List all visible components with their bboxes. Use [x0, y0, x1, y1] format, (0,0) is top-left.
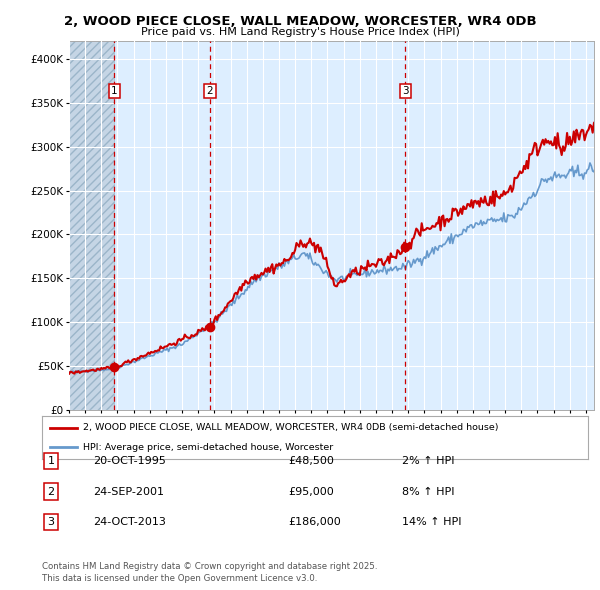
Text: 2, WOOD PIECE CLOSE, WALL MEADOW, WORCESTER, WR4 0DB: 2, WOOD PIECE CLOSE, WALL MEADOW, WORCES…: [64, 15, 536, 28]
Text: £186,000: £186,000: [288, 517, 341, 527]
Text: 2, WOOD PIECE CLOSE, WALL MEADOW, WORCESTER, WR4 0DB (semi-detached house): 2, WOOD PIECE CLOSE, WALL MEADOW, WORCES…: [83, 423, 499, 432]
Text: 1: 1: [111, 86, 118, 96]
Text: 8% ↑ HPI: 8% ↑ HPI: [402, 487, 455, 497]
Text: 2% ↑ HPI: 2% ↑ HPI: [402, 456, 455, 466]
Bar: [69, 41, 114, 410]
Text: 14% ↑ HPI: 14% ↑ HPI: [402, 517, 461, 527]
Text: £48,500: £48,500: [288, 456, 334, 466]
Text: 2: 2: [47, 487, 55, 497]
Text: 3: 3: [47, 517, 55, 527]
Text: 3: 3: [402, 86, 409, 96]
Text: Price paid vs. HM Land Registry's House Price Index (HPI): Price paid vs. HM Land Registry's House …: [140, 27, 460, 37]
Text: 1: 1: [47, 456, 55, 466]
Text: 24-OCT-2013: 24-OCT-2013: [93, 517, 166, 527]
Text: £95,000: £95,000: [288, 487, 334, 497]
Text: 2: 2: [207, 86, 214, 96]
Text: HPI: Average price, semi-detached house, Worcester: HPI: Average price, semi-detached house,…: [83, 443, 333, 452]
Text: Contains HM Land Registry data © Crown copyright and database right 2025.
This d: Contains HM Land Registry data © Crown c…: [42, 562, 377, 583]
Text: 24-SEP-2001: 24-SEP-2001: [93, 487, 164, 497]
Text: 20-OCT-1995: 20-OCT-1995: [93, 456, 166, 466]
